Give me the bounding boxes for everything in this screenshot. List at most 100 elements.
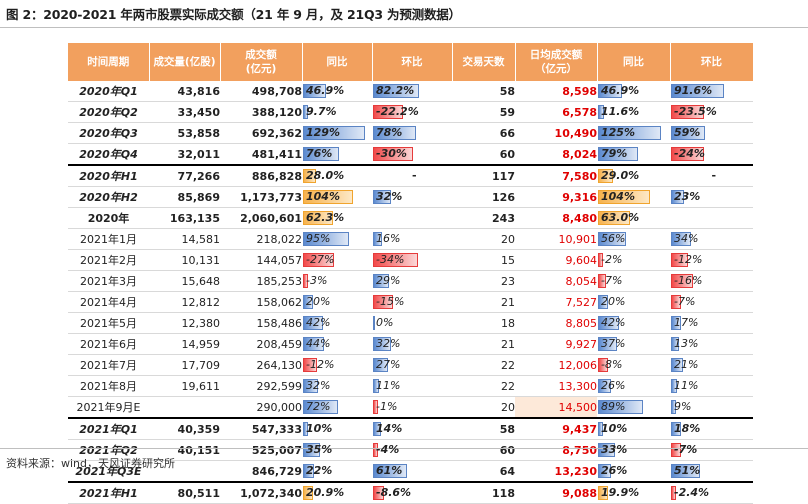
bar-label-yoy: -3% — [306, 274, 328, 287]
cell-dyoy: 79% — [597, 143, 670, 166]
bar-label-yoy: -27% — [306, 253, 335, 266]
table-row: 2020年Q2 33,450 388,120 9.7% -22.2% 59 6,578 11.… — [68, 101, 753, 123]
bar-dqoq — [671, 400, 677, 414]
table-row: 2020年Q4 32,011 481,411 76% -30% 60 8,024 79% -24… — [68, 143, 753, 166]
bar-dyoy — [598, 211, 630, 225]
table-row: 2021年3月 15,648 185,253 -3% 29% 23 8,054 -7% -16% — [68, 270, 753, 292]
cell-daily: 8,750 — [515, 439, 597, 461]
table-row: 2021年4月 12,812 158,062 20% -15% 21 7,527 20% -7% — [68, 291, 753, 313]
bar-label-yoy: 44% — [306, 337, 331, 350]
bar-label-dyoy: 29.0% — [601, 169, 640, 182]
bar-yoy — [303, 295, 313, 309]
bar-label-yoy: 129% — [306, 126, 340, 139]
bar-qoq — [373, 253, 419, 267]
cell-amt: 208,459 — [220, 333, 302, 355]
cell-label: 2020年Q2 — [68, 101, 149, 123]
cell-label: 2021年6月 — [68, 333, 149, 355]
cell-yoy: -3% — [302, 270, 372, 292]
bar-qoq — [373, 379, 380, 393]
bar-label-yoy: 42% — [306, 316, 331, 329]
bar-dyoy — [598, 274, 607, 288]
bar-qoq — [373, 126, 417, 140]
cell-qoq: -1% — [372, 396, 452, 419]
cell-daily: 8,024 — [515, 143, 597, 166]
cell-yoy: 20% — [302, 291, 372, 313]
bar-label-dqoq: -2.4% — [674, 486, 710, 499]
cell-days: 20 — [452, 396, 515, 419]
cell-yoy: 35% — [302, 439, 372, 461]
cell-daily: 13,300 — [515, 375, 597, 397]
cell-dyoy: 125% — [597, 122, 670, 144]
bar-label-qoq: 29% — [376, 274, 401, 287]
header-volume: 成交量(亿股) — [149, 43, 221, 81]
header-amount-line2: (亿元) — [245, 63, 277, 75]
table-row: 2020年H2 85,869 1,173,773 104% 32% 126 9,316 104… — [68, 186, 753, 208]
table-row: 2021年6月 14,959 208,459 44% 32% 21 9,927 37% 13% — [68, 333, 753, 355]
bar-label-dyoy: 26% — [601, 464, 628, 477]
bar-label-dqoq: -16% — [674, 274, 703, 287]
bar-label-qoq: 78% — [376, 126, 403, 139]
bar-dyoy — [598, 105, 604, 119]
cell-days: 58 — [452, 417, 515, 440]
bar-label-dqoq: 23% — [674, 190, 701, 203]
cell-days: 126 — [452, 186, 515, 208]
cell-dqoq: 9% — [670, 396, 753, 419]
cell-qoq: 82.2% — [372, 81, 452, 102]
bar-dyoy — [598, 190, 651, 204]
bar-dyoy — [598, 400, 643, 414]
cell-qoq: -8.6% — [372, 481, 452, 504]
cell-daily: 12,006 — [515, 354, 597, 376]
table-row: 2021年Q1 40,359 547,333 10% 14% 58 9,437 10% 18% — [68, 417, 753, 440]
cell-daily: 8,805 — [515, 312, 597, 334]
cell-label: 2021年7月 — [68, 354, 149, 376]
bar-yoy — [303, 190, 353, 204]
cell-amt: 158,062 — [220, 291, 302, 313]
bar-dyoy — [598, 232, 627, 246]
bar-label-yoy: 104% — [306, 190, 340, 203]
bar-label-dyoy: -2% — [601, 253, 623, 266]
cell-yoy: 9.7% — [302, 101, 372, 123]
cell-dyoy: 89% — [597, 396, 670, 419]
cell-days: 22 — [452, 375, 515, 397]
bar-label-yoy: 62.3% — [306, 211, 345, 224]
cell-daily: 8,480 — [515, 207, 597, 229]
bar-qoq — [373, 400, 378, 414]
bar-yoy — [303, 169, 317, 183]
bar-label-yoy: 20.9% — [306, 486, 345, 499]
bar-label-dyoy: 125% — [601, 126, 635, 139]
cell-label: 2021年1月 — [68, 228, 149, 250]
bar-label-dyoy: 63.0% — [601, 211, 640, 224]
table-row: 2021年2月 10,131 144,057 -27% -34% 15 9,604 -2% -1… — [68, 249, 753, 271]
cell-dyoy: -7% — [597, 270, 670, 292]
cell-qoq: 32% — [372, 186, 452, 208]
table-header-row: 时间周期 成交量(亿股) 成交额 (亿元) 同比 环比 交易天数 日均成交额 （亿元… — [68, 43, 754, 81]
table-row: 2021年7月 17,709 264,130 -12% 27% 22 12,006 -8% 21… — [68, 354, 753, 376]
cell-days: 20 — [452, 228, 515, 250]
cell-dqoq: - — [670, 164, 753, 187]
cell-dqoq: -7% — [670, 291, 753, 313]
cell-vol: 40,359 — [149, 417, 220, 440]
cell-dqoq: -7% — [670, 439, 753, 461]
cell-dyoy: 26% — [597, 375, 670, 397]
bar-label-dyoy: 79% — [601, 147, 628, 160]
cell-qoq: - — [372, 164, 452, 187]
header-amount-line1: 成交额 — [245, 49, 277, 61]
bar-dqoq — [671, 295, 681, 309]
bar-label-dyoy: 10% — [601, 422, 628, 435]
bar-yoy — [303, 147, 340, 161]
cell-yoy: 76% — [302, 143, 372, 166]
bar-dqoq — [671, 105, 704, 119]
cell-dyoy: 42% — [597, 312, 670, 334]
bar-label-dqoq: -23.5% — [674, 105, 717, 118]
bar-yoy — [303, 274, 308, 288]
bar-label-qoq: 11% — [376, 379, 401, 392]
bar-label-qoq: 61% — [376, 464, 403, 477]
header-period: 时间周期 — [68, 43, 150, 81]
bar-label-dqoq: 34% — [674, 232, 699, 245]
cell-yoy: 32% — [302, 375, 372, 397]
cell-dyoy: 46.9% — [597, 81, 670, 102]
cell-label: 2020年Q1 — [68, 81, 149, 102]
bar-label-dqoq: - — [711, 169, 717, 182]
cell-dqoq: -24% — [670, 143, 753, 166]
cell-daily: 9,437 — [515, 417, 597, 440]
